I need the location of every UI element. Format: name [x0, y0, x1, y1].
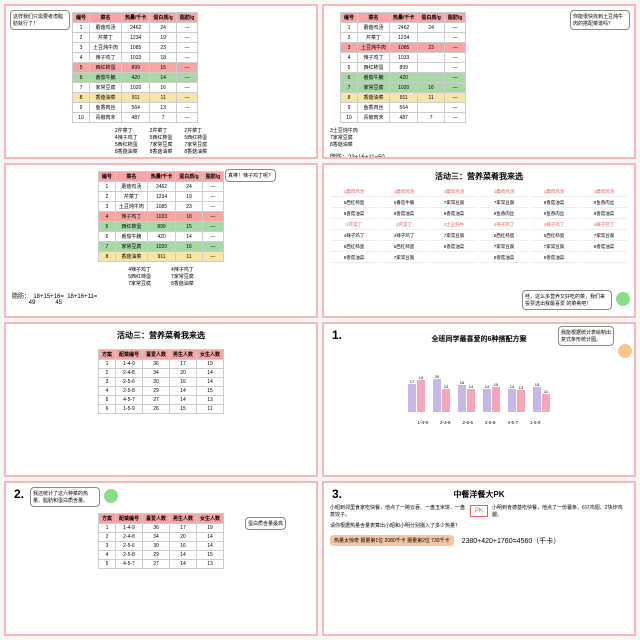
speech-bubble: 哇，这么多营养又好吃的菜，我们来投票选出我最喜爱 的菜肴吧！ [522, 290, 612, 310]
speech-bubble: 我能根据统计表绘制出复式条形统计图。 [558, 326, 614, 346]
slide-number: 2. [14, 487, 24, 501]
speech-bubble: 你能很快找到土豆炖牛肉的搭配菜谱吗？ [570, 10, 630, 30]
speech-bubble: 真棒！辣子鸡丁呢？ [225, 169, 276, 182]
slide-2: 你能很快找到土豆炖牛肉的搭配菜谱吗？ 编号菜名热量/千卡蛋白质/g脂肪/g1蘑菇… [322, 4, 636, 159]
left-text: 小昭到邻里食家吃快餐，他点了一碗云吞、一盘玉米饼、一盘蒸饺子。 [330, 504, 466, 518]
avatar-icon [104, 489, 118, 503]
avatar-icon [618, 344, 632, 358]
pk-badge: PK [470, 505, 488, 517]
slide-3: 真棒！辣子鸡丁呢？ 编号菜名热量/千卡蛋白质/g脂肪/g1蘑菇鸡汤246224—… [4, 163, 318, 318]
slide-title: 中餐洋餐大PK [330, 489, 628, 500]
slide-title: 活动三：营养菜肴我来选 [12, 330, 310, 341]
bar-chart: 171920141614141514131511 [360, 352, 598, 412]
options-grid: 1蘑肉鸡汤1蘑肉鸡汤1蘑肉鸡汤1蘑肉鸡汤1蘑肉鸡汤1蘑肉鸡汤5西红柿蛋6番茄牛腩… [330, 188, 628, 263]
calorie-badge: 热量太惊奇 摄量第1位 2080千卡 摄量第2位 730千卡 [330, 535, 454, 546]
slide-number: 1. [332, 328, 342, 342]
slide-5: 活动三：营养菜肴我来选 方案配菜编号喜爱人数男生人数女生人数11-4-93617… [4, 322, 318, 477]
slide-title: 活动三：营养菜肴我来选 [330, 171, 628, 182]
note: 蛋白质含量最高 [245, 517, 286, 530]
slide-1: 这样我们只需要考虑脂肪就行了！ 编号菜名热量/千卡蛋白质/g脂肪/g1蘑菇鸡汤2… [4, 4, 318, 159]
formula: 2380+420+1760=4560（千卡） [462, 536, 561, 546]
formula: 脂肪： 18+15+16= 18+16+11= 49 45 [12, 291, 310, 306]
speech-bubble: 这样我们只需要考虑脂肪就行了！ [10, 10, 70, 30]
vote-table: 方案配菜编号喜爱人数男生人数女生人数11-4-936171922-4-83420… [98, 513, 224, 569]
right-text: 小明到肯德基吃快餐，他点了一份薯条、6只鸡翅、2块炸鸡腿。 [492, 504, 628, 518]
question: 请你根据热量含量表算出小昭和小明分别摄入了多少热量？ [330, 522, 628, 529]
vote-table: 方案配菜编号喜爱人数男生人数女生人数11-4-936171922-4-83420… [98, 349, 224, 414]
nutrition-table: 编号菜名热量/千卡蛋白质/g脂肪/g1蘑菇鸡汤246224—2芹菜丁1234—3… [340, 12, 466, 123]
nutrition-table: 编号菜名热量/千卡蛋白质/g脂肪/g1蘑菇鸡汤246224—2芹菜丁123419… [98, 171, 224, 262]
combo: 3土豆炖牛肉 7家常豆腐 8香菇油菜 [330, 127, 628, 148]
avatar-icon [616, 292, 630, 306]
slide-7: 2. 我还统计了这六种菜的热量、脂肪和蛋白质含量。 方案配菜编号喜爱人数男生人数… [4, 481, 318, 636]
slide-8: 3. 中餐洋餐大PK 小昭到邻里食家吃快餐，他点了一碗云吞、一盘玉米饼、一盘蒸饺… [322, 481, 636, 636]
speech-bubble: 我还统计了这六种菜的热量、脂肪和蛋白质含量。 [30, 487, 100, 507]
slide-6: 1. 全班同学最喜爱的6种搭配方案 我能根据统计表绘制出复式条形统计图。 171… [322, 322, 636, 477]
slide-4: 活动三：营养菜肴我来选 1蘑肉鸡汤1蘑肉鸡汤1蘑肉鸡汤1蘑肉鸡汤1蘑肉鸡汤1蘑肉… [322, 163, 636, 318]
slide-number: 3. [332, 487, 342, 501]
nutrition-table: 编号菜名热量/千卡蛋白质/g脂肪/g1蘑菇鸡汤246224—2芹菜丁123419… [72, 12, 198, 123]
formula: 脂肪：23+16+11=50 [330, 152, 628, 159]
